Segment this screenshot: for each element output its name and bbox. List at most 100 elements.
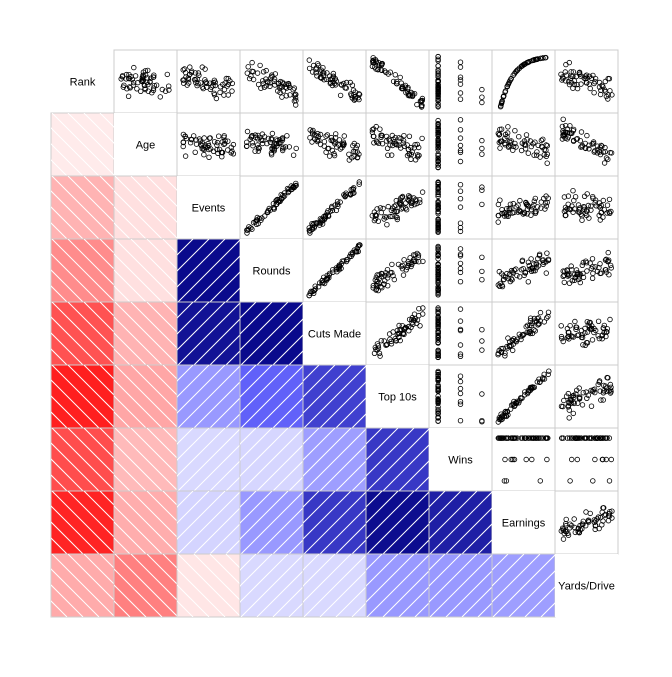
hatch-line <box>288 413 303 428</box>
scatter-point <box>391 276 397 283</box>
scatter-point <box>192 70 198 76</box>
hatch-line <box>51 568 100 617</box>
scatter-point <box>516 133 522 140</box>
shade-cell <box>239 364 304 429</box>
scatter-point <box>405 91 412 97</box>
scatter-point <box>533 208 539 215</box>
scatter-point <box>397 337 403 344</box>
hatch-line <box>272 460 303 491</box>
hatch-line <box>177 365 210 398</box>
scatter-point <box>323 133 329 139</box>
scatter-point <box>411 90 418 97</box>
scatter-point <box>587 260 593 266</box>
shade-cell <box>239 301 304 366</box>
scatter-point <box>435 280 441 286</box>
scatter-point <box>406 193 412 199</box>
panel-4-8 <box>554 301 619 366</box>
hatch-line <box>272 586 303 617</box>
hatch-line <box>51 364 52 365</box>
hatch-line <box>114 348 131 365</box>
scatter-point <box>495 282 501 288</box>
scatter-point <box>335 265 342 272</box>
hatch-line <box>225 350 240 365</box>
scatter-point <box>225 92 231 98</box>
hatch-line <box>114 190 163 239</box>
hatch-line <box>51 537 68 554</box>
scatter-point <box>524 322 531 328</box>
scatter-point <box>586 81 592 87</box>
scatter-point <box>435 121 441 128</box>
hatch-line <box>366 554 415 603</box>
hatch-line <box>51 238 52 239</box>
scatter-point <box>435 220 441 227</box>
scatter-point <box>457 279 464 285</box>
scatter-point <box>572 435 578 441</box>
scatter-point <box>350 187 356 193</box>
scatter-point <box>379 132 385 139</box>
scatter-point <box>457 326 464 333</box>
shade-cell <box>113 427 178 492</box>
scatter-point <box>523 435 529 441</box>
scatter-point <box>250 219 257 226</box>
scatter-point <box>607 381 614 388</box>
scatter-point <box>546 368 552 374</box>
scatter-point <box>258 137 264 143</box>
scatter-point <box>513 204 519 210</box>
scatter-point <box>352 89 358 95</box>
scatter-point <box>508 456 514 463</box>
panel-5-1 <box>113 364 178 429</box>
scatter-point <box>126 75 133 82</box>
hatch-line <box>177 239 210 272</box>
scatter-point <box>525 150 531 156</box>
hatch-line <box>83 302 114 333</box>
scatter-point <box>601 322 607 329</box>
scatter-point <box>479 254 485 260</box>
scatter-point <box>538 137 545 144</box>
hatch-line <box>351 476 366 491</box>
hatch-line <box>272 397 303 428</box>
scatter-point <box>396 334 402 341</box>
scatter-point <box>377 126 383 132</box>
diagonal-panel <box>303 302 366 365</box>
scatter-point <box>561 194 568 200</box>
hatch-line <box>51 143 84 176</box>
scatter-point <box>192 149 198 155</box>
scatter-point <box>590 140 597 147</box>
hatch-line <box>51 301 52 302</box>
scatter-point <box>435 288 441 294</box>
hatch-line <box>240 491 257 508</box>
panel-0-3 <box>239 49 304 114</box>
scatter-point <box>608 262 614 269</box>
shade-hatch <box>114 428 177 491</box>
hatch-line <box>99 554 114 569</box>
scatter-point <box>275 199 281 205</box>
scatter-point <box>217 89 223 96</box>
scatter-point <box>435 186 441 193</box>
hatch-line <box>303 365 320 382</box>
scatter-point <box>319 277 326 284</box>
scatter-point <box>246 75 253 82</box>
scatter-point <box>457 351 464 357</box>
scatter-point <box>593 522 599 529</box>
panel-0-5 <box>365 49 430 114</box>
scatter-point <box>518 435 524 441</box>
scatter-point <box>284 133 290 139</box>
scatter-point <box>570 334 577 340</box>
scatter-point <box>523 199 529 206</box>
scatter-point <box>501 478 508 484</box>
scatter-point <box>598 270 604 276</box>
scatter-point <box>195 70 202 76</box>
hatch-line <box>114 222 131 239</box>
hatch-line <box>366 491 399 524</box>
hatch-line <box>335 523 366 554</box>
hatch-line <box>51 395 84 428</box>
scatter-point <box>435 393 441 399</box>
hatch-line <box>114 302 177 365</box>
scatter-point <box>501 93 507 99</box>
scatter-point <box>435 138 441 144</box>
hatch-line <box>225 539 240 554</box>
panel-7-0 <box>50 490 115 555</box>
scatter-point <box>180 139 187 146</box>
scatter-point <box>435 250 441 256</box>
